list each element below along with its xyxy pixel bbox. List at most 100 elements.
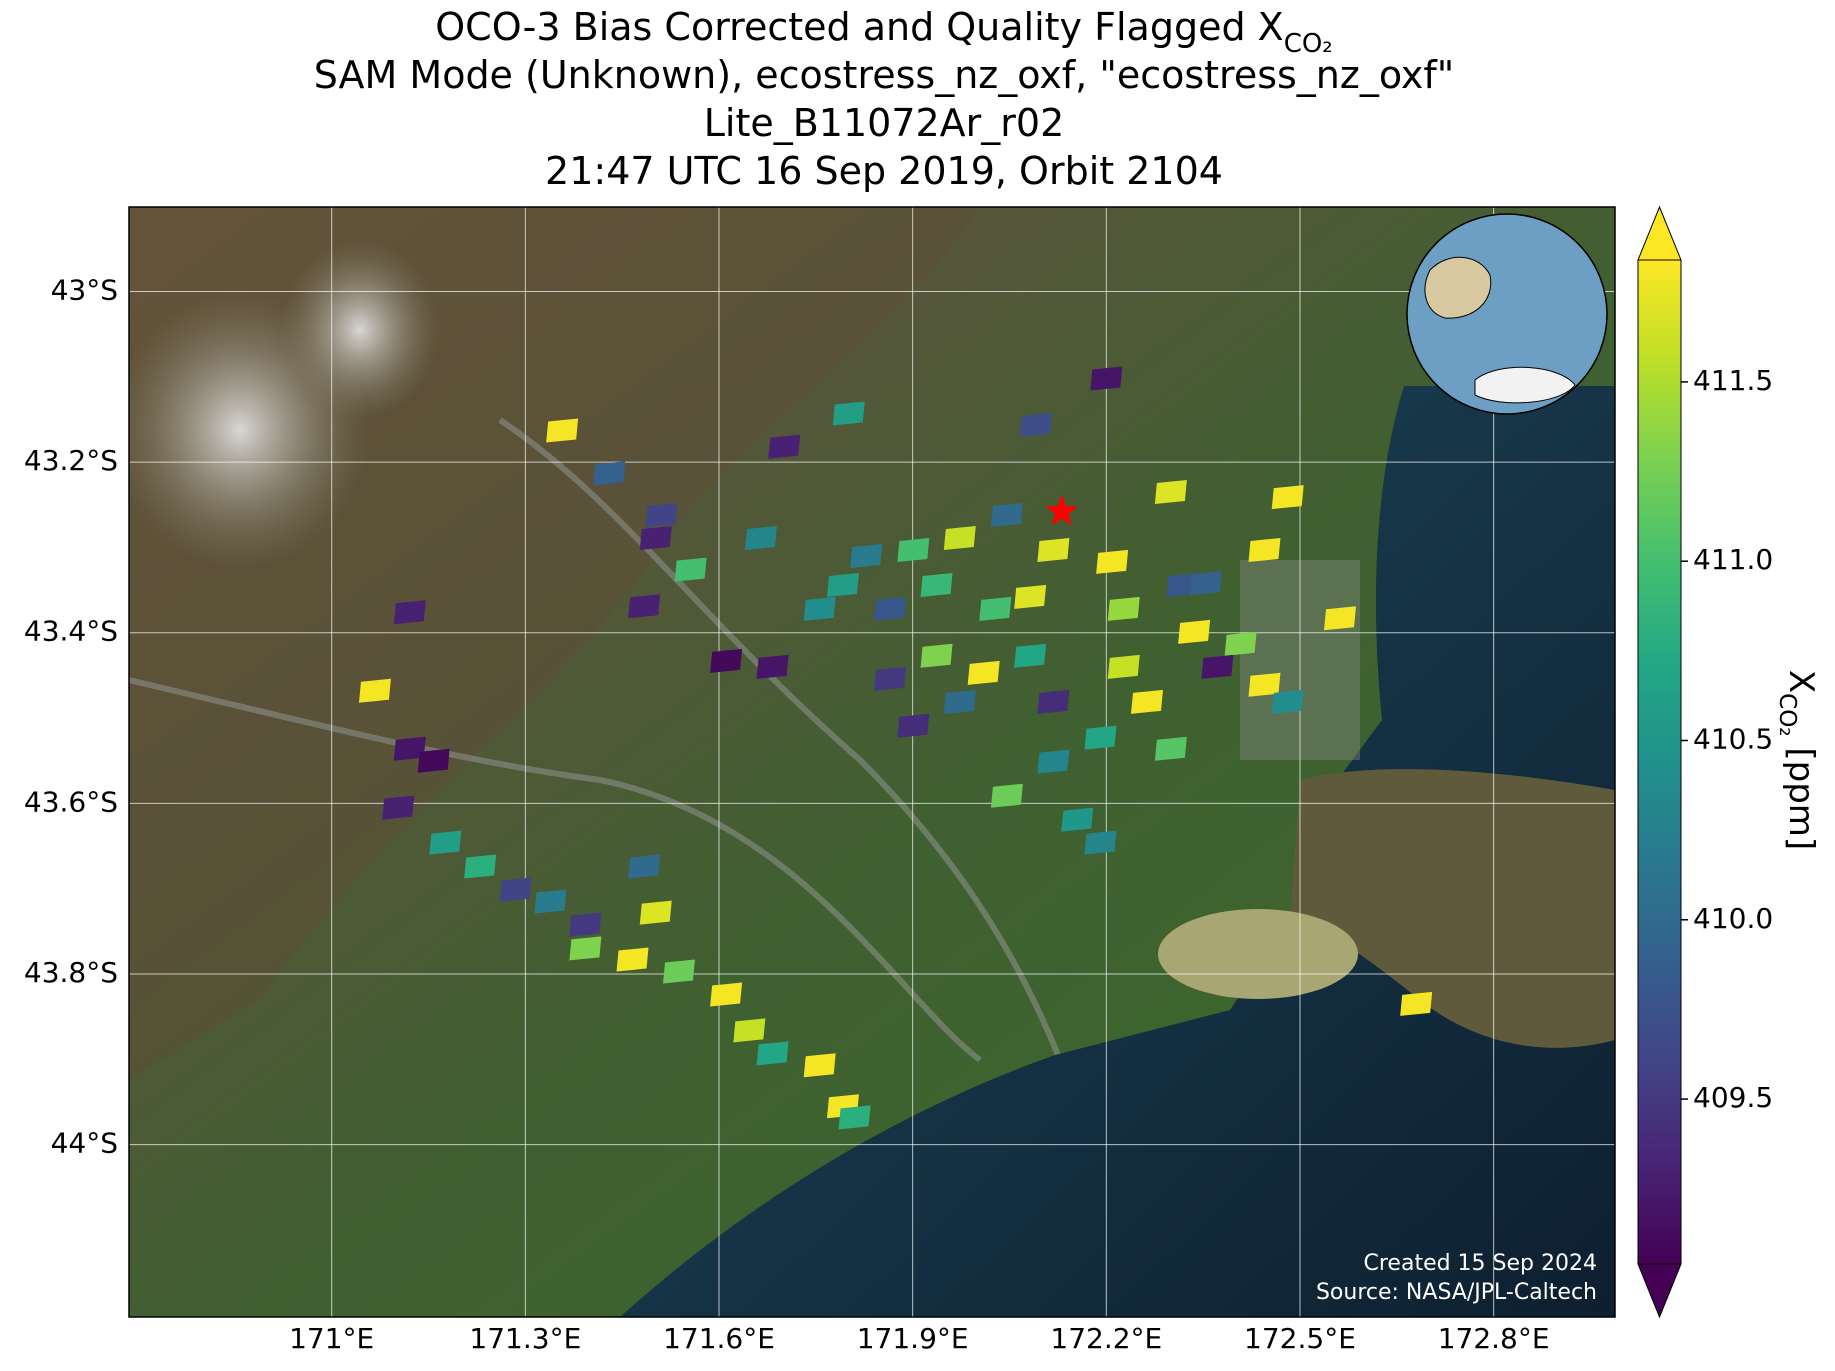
title-line: 21:47 UTC 16 Sep 2019, Orbit 2104 [545, 149, 1223, 193]
sounding-cell [943, 689, 976, 714]
sounding-cell [628, 854, 661, 879]
sounding-cell [1107, 654, 1140, 679]
sounding-cell [393, 736, 426, 761]
chart-title: SAM Mode (Unknown), ecostress_nz_oxf, "e… [314, 53, 1455, 97]
sounding-cell [639, 900, 672, 925]
sounding-cell [628, 594, 661, 619]
sounding-cell [569, 912, 602, 937]
sounding-cell [1037, 749, 1070, 774]
sounding-cell [674, 557, 707, 582]
sounding-cell [920, 572, 953, 597]
sounding-cell [1400, 991, 1433, 1016]
target-star [1045, 494, 1078, 526]
sounding-cell [1096, 549, 1129, 574]
colorbar-tick-label: 409.5 [1693, 1081, 1773, 1114]
labels: OCO-3 Bias Corrected and Quality Flagged… [24, 5, 1597, 1356]
sounding-cell [1090, 366, 1123, 391]
x-tick-label: 171.3°E [469, 1322, 581, 1355]
sounding-cell [733, 1018, 766, 1043]
y-tick-label: 43.8°S [24, 956, 118, 989]
sounding-cell [645, 503, 678, 528]
sounding-cell [920, 643, 953, 668]
sounding-cell [1037, 689, 1070, 714]
sounding-cell [874, 596, 907, 621]
y-tick-label: 43.6°S [24, 785, 118, 818]
sounding-cell [499, 877, 532, 902]
sounding-cell [393, 600, 426, 625]
sounding-cell [1107, 596, 1140, 621]
sounding-cell [832, 401, 865, 426]
colorbar-extend-top [1637, 205, 1682, 261]
x-tick-label: 171°E [289, 1322, 374, 1355]
x-tick-label: 172.5°E [1244, 1322, 1356, 1355]
sounding-cell [744, 526, 777, 551]
x-tick-label: 171.6°E [663, 1322, 775, 1355]
sounding-cell [662, 959, 695, 984]
sounding-cell [464, 854, 497, 879]
soundings [358, 366, 1433, 1130]
sounding-cell [1037, 537, 1070, 562]
sounding-cell [874, 666, 907, 691]
chart-title: OCO-3 Bias Corrected and Quality Flagged… [435, 5, 1332, 59]
sounding-cell [1324, 606, 1357, 631]
title-line: SAM Mode (Unknown), ecostress_nz_oxf, "e… [314, 53, 1455, 97]
x-tick-label: 172.2°E [1050, 1322, 1162, 1355]
sounding-cell [534, 889, 567, 914]
sounding-cell [1201, 654, 1234, 679]
sounding-cell [710, 982, 743, 1007]
colorbar-tick-label: 411.5 [1693, 364, 1773, 397]
sounding-cell [593, 461, 626, 486]
sounding-cell [838, 1105, 871, 1130]
sounding-cell [1248, 672, 1281, 697]
title-line: Lite_B11072Ar_r02 [704, 101, 1065, 145]
sounding-cell [1189, 571, 1222, 596]
sounding-cell [1061, 807, 1094, 832]
annotation: Created 15 Sep 2024 [1364, 1251, 1598, 1276]
chart-title: 21:47 UTC 16 Sep 2019, Orbit 2104 [545, 149, 1223, 193]
sounding-cell [1178, 619, 1211, 644]
title-line: OCO-3 Bias Corrected and Quality Flagged… [435, 5, 1283, 49]
sounding-cell [979, 596, 1012, 621]
sounding-cell [358, 678, 391, 703]
map-frame [128, 206, 1616, 1318]
sounding-cell [756, 654, 789, 679]
sounding-cell [803, 1053, 836, 1078]
colorbar-tick-label: 410.0 [1693, 902, 1773, 935]
sounding-cell [710, 648, 743, 673]
colorbar-tick-label: 411.0 [1693, 543, 1773, 576]
sounding-cell [850, 543, 883, 568]
title-subscript: CO₂ [1284, 29, 1333, 59]
sounding-cell [1019, 412, 1052, 437]
sounding-cell [1084, 725, 1117, 750]
sounding-cell [1014, 643, 1047, 668]
annotation: Source: NASA/JPL-Caltech [1316, 1280, 1597, 1305]
colorbar: 409.5 410.0 410.5 411.0 411.5 XCO₂ [ppm] [1637, 205, 1822, 1319]
sounding-cell [417, 748, 450, 773]
sounding-cell [967, 660, 1000, 685]
sounding-cell [990, 783, 1023, 808]
y-tick-label: 43°S [51, 273, 118, 306]
sounding-cell [1248, 537, 1281, 562]
sounding-cell [1130, 689, 1163, 714]
sounding-cell [1154, 479, 1187, 504]
sounding-cell [1084, 830, 1117, 855]
x-tick-label: 172.8°E [1438, 1322, 1550, 1355]
y-tick-label: 43.4°S [24, 615, 118, 648]
sounding-cell [382, 795, 415, 820]
sounding-cell [1154, 736, 1187, 761]
sounding-cell [616, 947, 649, 972]
sounding-cell [429, 830, 462, 855]
sounding-cell [1271, 485, 1304, 510]
sounding-cell [546, 418, 579, 443]
x-tick-label: 171.9°E [857, 1322, 969, 1355]
sounding-cell [826, 572, 859, 597]
colorbar-tick-label: 410.5 [1693, 722, 1773, 755]
y-tick-label: 44°S [51, 1127, 118, 1160]
sounding-cell [768, 434, 801, 459]
sounding-cell [897, 537, 930, 562]
sounding-cell [897, 713, 930, 738]
sounding-cell [1224, 631, 1257, 656]
sounding-cell [990, 503, 1023, 528]
sounding-cell [1271, 689, 1304, 714]
